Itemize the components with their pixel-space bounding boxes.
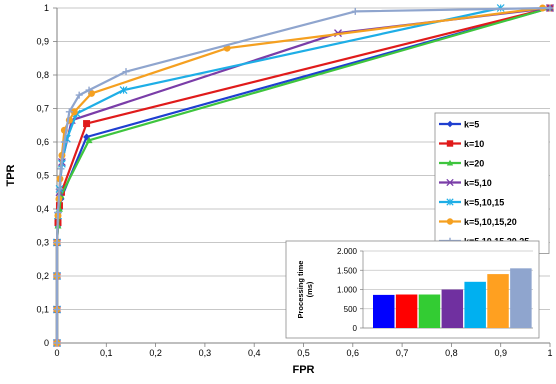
legend-swatch-marker <box>446 178 454 187</box>
processing-time-inset: 0 500 1.000 1.500 2.000 Processing time(ms) <box>285 240 540 339</box>
data-point <box>65 108 73 116</box>
x-tick-label: 0,2 <box>149 348 162 358</box>
data-point <box>57 165 65 173</box>
inset-bar <box>487 274 509 328</box>
series-layer <box>53 4 554 347</box>
inset-bar <box>373 294 395 328</box>
x-tick-label: 0,3 <box>199 348 212 358</box>
y-tick-label: 0,7 <box>36 104 49 114</box>
inset-y-tick-label: 1.000 <box>337 286 358 295</box>
inset-bar <box>510 268 532 328</box>
y-tick-label: 0,8 <box>36 70 49 80</box>
y-tick-label: 0,6 <box>36 137 49 147</box>
y-tick-label: 0,9 <box>36 37 49 47</box>
x-tick-label: 1 <box>547 348 552 358</box>
data-point <box>53 272 61 280</box>
series-6 <box>53 4 554 347</box>
inset-bar <box>441 289 464 328</box>
data-point <box>53 306 61 313</box>
data-point <box>85 136 93 144</box>
y-tick-label: 0,1 <box>36 305 49 315</box>
x-tick-label: 0,4 <box>248 348 261 358</box>
data-point <box>54 208 62 216</box>
inset-y-tick-label: 1.500 <box>337 266 358 275</box>
x-axis-title: FPR <box>293 364 315 376</box>
legend-swatch-marker <box>446 198 454 206</box>
data-point <box>122 68 130 76</box>
data-point <box>75 91 83 99</box>
legend: k=5k=10k=20k=5,10k=5,10,15k=5,10,15,20k=… <box>434 112 550 254</box>
inset-y-axis-title-unit: (ms) <box>305 281 314 297</box>
legend-swatch-marker <box>446 120 454 128</box>
x-tick-label: 0,6 <box>347 348 360 358</box>
y-tick-label: 0,4 <box>36 204 49 214</box>
data-point <box>85 86 93 94</box>
legend-swatch-marker <box>446 140 454 147</box>
x-tick-label: 0,1 <box>100 348 113 358</box>
inset-y-tick-label: 500 <box>344 305 358 314</box>
inset-y-axis-title: Processing time(ms) <box>296 261 314 319</box>
inset-y-axis-title-line: Processing time <box>296 261 305 319</box>
y-tick-label: 0,2 <box>36 271 49 281</box>
y-tick-label: 0,3 <box>36 238 49 248</box>
data-point <box>55 185 63 193</box>
x-tick-label: 0,7 <box>396 348 409 358</box>
x-tick-label: 0,9 <box>494 348 507 358</box>
inset-y-tick-label: 2.000 <box>337 247 358 256</box>
y-tick-label: 0,5 <box>36 171 49 181</box>
data-point <box>70 108 78 116</box>
x-tick-label: 0,8 <box>445 348 458 358</box>
inset-bar <box>464 281 486 328</box>
y-tick-labels: 0 0,1 0,2 0,3 0,4 0,5 0,6 0,7 0,8 0,9 1 <box>36 3 49 348</box>
legend-label: k=20 <box>464 159 484 169</box>
x-tick-label: 0 <box>54 348 59 358</box>
data-point <box>119 86 128 94</box>
legend-swatch-marker <box>446 218 454 225</box>
legend-swatch-marker <box>446 159 454 166</box>
legend-label: k=5 <box>464 120 479 130</box>
data-point <box>60 138 68 146</box>
data-point <box>53 239 61 246</box>
series-line <box>55 6 551 343</box>
x-tick-label: 0,5 <box>297 348 310 358</box>
inset-bar <box>395 294 418 328</box>
inset-y-tick-label: 0 <box>353 324 358 333</box>
data-point <box>546 4 554 12</box>
legend-label: k=10 <box>464 139 484 149</box>
y-axis-title: TPR <box>5 164 17 186</box>
y-tick-label: 0 <box>44 338 49 348</box>
data-point <box>351 7 359 15</box>
legend-label: k=5,10 <box>464 178 492 188</box>
data-point <box>53 339 61 347</box>
gridlines <box>57 7 550 310</box>
y-tick-label: 1 <box>44 3 49 13</box>
legend-label: k=5,10,15,20 <box>464 217 517 227</box>
inset-bar <box>418 294 441 328</box>
x-tick-labels: 0 0,1 0,2 0,3 0,4 0,5 0,6 0,7 0,8 0,9 1 <box>54 348 552 358</box>
legend-label: k=5,10,15 <box>464 198 504 208</box>
data-point <box>83 120 91 128</box>
data-point <box>88 89 96 97</box>
